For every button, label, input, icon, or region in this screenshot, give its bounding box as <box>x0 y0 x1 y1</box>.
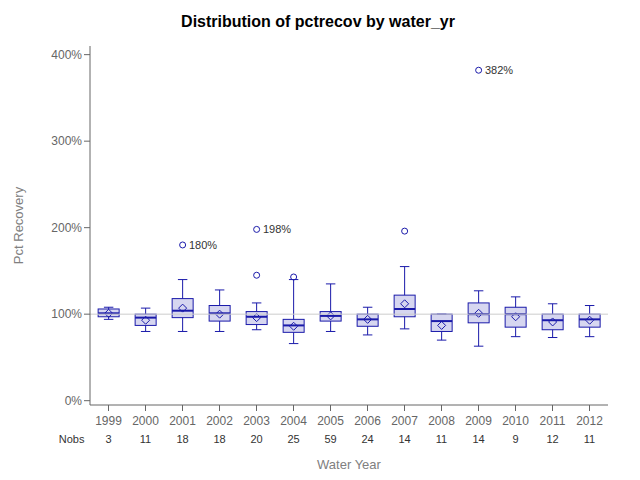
svg-text:18: 18 <box>213 433 225 445</box>
svg-text:1999: 1999 <box>95 414 122 428</box>
svg-text:2003: 2003 <box>243 414 270 428</box>
svg-text:2008: 2008 <box>428 414 455 428</box>
svg-text:Nobs: Nobs <box>59 433 85 445</box>
svg-text:0%: 0% <box>65 394 83 408</box>
svg-text:2007: 2007 <box>391 414 418 428</box>
svg-text:2010: 2010 <box>502 414 529 428</box>
svg-text:198%: 198% <box>263 223 291 235</box>
html-text:Distribution of pctrecov by wa: Distribution of pctrecov by water_yr <box>181 13 455 30</box>
svg-text:2002: 2002 <box>206 414 233 428</box>
svg-text:2001: 2001 <box>169 414 196 428</box>
svg-text:24: 24 <box>361 433 373 445</box>
svg-text:2005: 2005 <box>317 414 344 428</box>
svg-text:11: 11 <box>436 433 447 445</box>
svg-text:59: 59 <box>324 433 336 445</box>
svg-text:14: 14 <box>398 433 410 445</box>
svg-text:3: 3 <box>105 433 111 445</box>
svg-text:180%: 180% <box>189 239 217 251</box>
svg-text:2012: 2012 <box>576 414 603 428</box>
svg-text:20: 20 <box>250 433 262 445</box>
svg-text:300%: 300% <box>51 134 82 148</box>
svg-text:Water Year: Water Year <box>317 457 382 472</box>
svg-text:2000: 2000 <box>132 414 159 428</box>
svg-text:12: 12 <box>546 433 558 445</box>
svg-text:200%: 200% <box>51 221 82 235</box>
svg-text:11: 11 <box>584 433 595 445</box>
svg-text:9: 9 <box>512 433 518 445</box>
svg-text:14: 14 <box>472 433 484 445</box>
svg-text:100%: 100% <box>51 307 82 321</box>
svg-text:2006: 2006 <box>354 414 381 428</box>
svg-text:382%: 382% <box>485 64 513 76</box>
svg-text:11: 11 <box>140 433 151 445</box>
svg-text:2004: 2004 <box>280 414 307 428</box>
svg-text:Pct Recovery: Pct Recovery <box>11 186 26 264</box>
svg-text:2011: 2011 <box>540 414 566 428</box>
svg-text:18: 18 <box>176 433 188 445</box>
svg-text:400%: 400% <box>51 48 82 62</box>
svg-text:2009: 2009 <box>465 414 492 428</box>
svg-text:25: 25 <box>287 433 299 445</box>
